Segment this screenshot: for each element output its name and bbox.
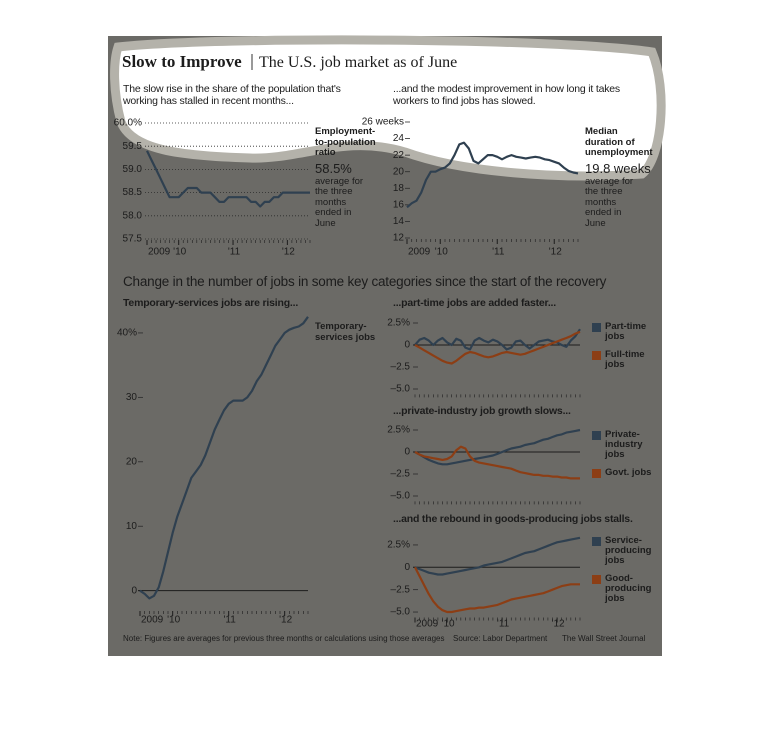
y-tick-label: 2.5% [387, 540, 410, 551]
y-tick-label: 26 weeks [362, 117, 404, 128]
chart-title: ...and the rebound in goods-producing jo… [393, 513, 633, 525]
y-tick-label: 30 [126, 392, 138, 403]
legend-swatch [592, 469, 601, 478]
title: Slow to Improve [122, 52, 242, 71]
y-tick-label: –5.0 [391, 384, 411, 395]
x-tick-label: '12 [282, 247, 295, 258]
legend-swatch [592, 431, 601, 440]
annotation-value: 19.8 weeks [585, 160, 651, 176]
y-tick-label: 22 [393, 150, 405, 161]
data-line [414, 328, 581, 351]
series-label: Median duration of unemployment [585, 126, 653, 158]
annotation-note: average for the three months ended in Ju… [585, 175, 634, 229]
y-tick-label: –5.0 [391, 607, 411, 618]
y-tick-label: 59.5 [123, 141, 143, 152]
y-tick-label: 58.0 [123, 210, 143, 221]
annotation-value: 58.5% [315, 160, 352, 176]
legend-entry: Govt. jobs [605, 467, 652, 478]
y-tick-label: –5.0 [391, 491, 411, 502]
annotation: Employment-to-population ratio 58.5% avera… [315, 126, 385, 229]
chart-title: ...and the modest improvement in how lon… [393, 83, 620, 107]
y-tick-label: 2.5% [387, 318, 410, 329]
y-tick-label: 60.0% [114, 118, 142, 129]
legend-swatch [592, 575, 601, 584]
x-tick-label: '10 [173, 247, 186, 258]
y-tick-label: 0 [404, 447, 410, 458]
data-line [414, 566, 580, 614]
y-tick-label: –2.5 [391, 584, 411, 595]
legend-entry: Good-producing jobs [605, 573, 652, 604]
y-tick-label: 16 [393, 199, 405, 210]
footnote: Note: Figures are averages for previous … [123, 634, 445, 643]
y-tick-label: 2.5% [387, 425, 410, 436]
annotation: Temporary-services jobs [315, 321, 385, 343]
x-tick-label: 2009 [141, 615, 164, 626]
x-tick-label: '10 [442, 619, 455, 630]
y-tick-label: 0 [404, 562, 410, 573]
legend-entry: Full-time jobs [605, 349, 645, 370]
series-label: Employment-to-population ratio [315, 126, 376, 158]
data-line [414, 536, 581, 576]
y-tick-label: 14 [393, 216, 405, 227]
x-tick-label: '10 [167, 615, 180, 626]
legend-entry: Part-time jobs [605, 321, 647, 342]
x-tick-label: '12 [552, 619, 565, 630]
subtitle: The U.S. job market as of June [259, 54, 458, 71]
y-tick-label: –2.5 [391, 469, 411, 480]
y-tick-label: 0 [404, 340, 410, 351]
y-tick-label: 59.0 [123, 164, 143, 175]
legend-entry: Service-producing jobs [605, 535, 652, 566]
legend-swatch [592, 537, 601, 546]
chart-title: The slow rise in the share of the popula… [123, 83, 341, 107]
data-line [146, 150, 310, 208]
data-line [414, 428, 581, 466]
series-label: Temporary-services jobs [315, 321, 376, 343]
x-tick-label: 2009 [416, 619, 439, 630]
y-tick-label: 12 [393, 233, 405, 244]
y-tick-label: –2.5 [391, 362, 411, 373]
y-tick-label: 20 [393, 166, 405, 177]
x-tick-label: '10 [435, 247, 448, 258]
y-tick-label: 58.5 [123, 187, 143, 198]
x-tick-label: 2009 [148, 247, 171, 258]
source: Source: Labor Department [453, 634, 548, 643]
highlight [110, 35, 666, 181]
x-tick-label: 2009 [408, 247, 431, 258]
data-line [414, 330, 581, 365]
x-tick-label: '11 [497, 619, 510, 630]
section-title: Change in the number of jobs in some key… [123, 274, 607, 289]
credit: The Wall Street Journal [562, 634, 646, 643]
y-tick-label: 57.5 [123, 234, 143, 245]
x-tick-label: '11 [224, 615, 237, 626]
legend-swatch [592, 323, 601, 332]
annotation-note: average for the three months ended in Ju… [315, 175, 364, 229]
legend-swatch [592, 351, 601, 360]
data-line [139, 316, 309, 600]
legend-entry: Private-industry jobs [605, 429, 643, 460]
y-tick-label: 18 [393, 183, 405, 194]
x-tick-label: '11 [228, 247, 241, 258]
x-tick-label: '12 [549, 247, 562, 258]
y-tick-label: 0 [131, 585, 137, 596]
y-tick-label: 24 [393, 133, 405, 144]
x-tick-label: '12 [279, 615, 292, 626]
annotation: Median duration of unemployment 19.8 week… [585, 126, 655, 229]
data-line [414, 445, 580, 480]
chart-title: ...part-time jobs are added faster... [393, 297, 556, 309]
x-tick-label: '11 [492, 247, 505, 258]
y-tick-label: 10 [126, 521, 138, 532]
data-line [406, 141, 579, 209]
y-tick-label: 40% [117, 328, 137, 339]
chart-title: Temporary-services jobs are rising... [123, 297, 299, 309]
y-tick-label: 20 [126, 456, 138, 467]
chart-title: ...private-industry job growth slows... [393, 405, 571, 417]
